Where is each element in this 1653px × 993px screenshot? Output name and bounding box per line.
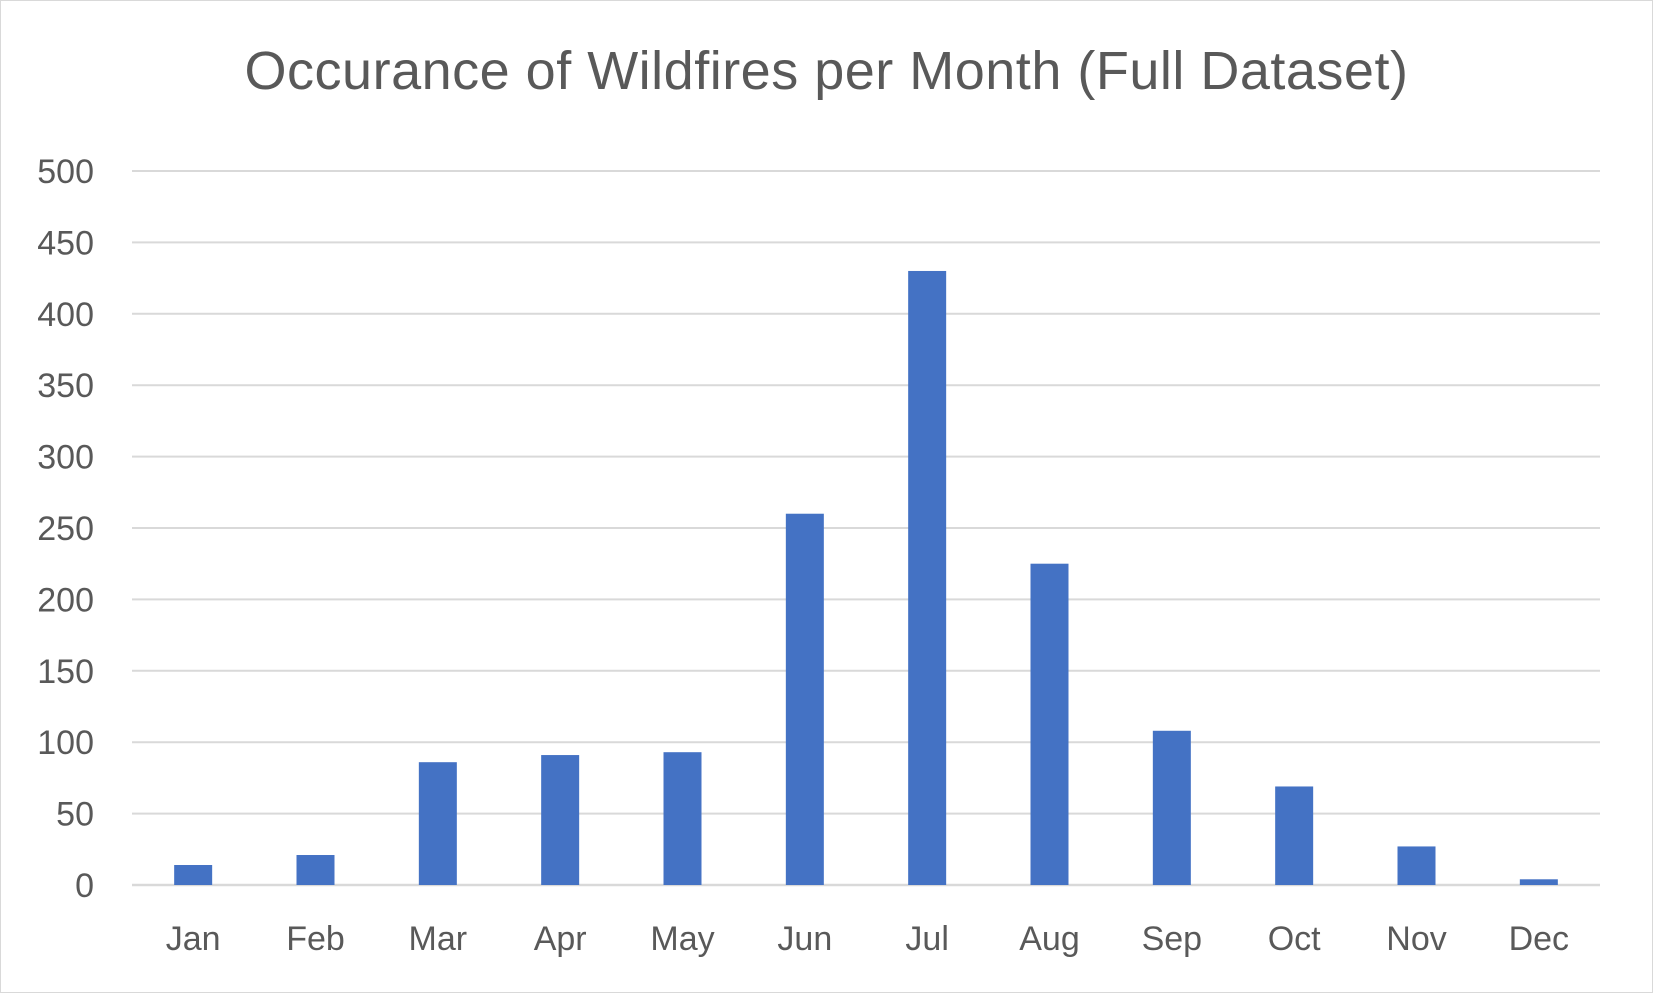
- y-tick-label: 350: [37, 367, 94, 405]
- y-tick-label: 50: [56, 796, 94, 834]
- x-tick-label: Jan: [166, 920, 221, 958]
- bar-apr: [541, 755, 580, 885]
- x-tick-label: Oct: [1268, 920, 1321, 958]
- x-tick-label: Feb: [286, 920, 345, 958]
- x-tick-label: Sep: [1142, 920, 1203, 958]
- y-tick-label: 100: [37, 724, 94, 762]
- x-tick-label: Jun: [777, 920, 832, 958]
- y-tick-label: 150: [37, 653, 94, 691]
- bar-jun: [785, 513, 824, 885]
- bar-nov: [1397, 846, 1436, 885]
- x-tick-label: Apr: [534, 920, 587, 958]
- bar-jan: [174, 865, 213, 885]
- y-tick-label: 300: [37, 439, 94, 477]
- x-tick-label: May: [650, 920, 714, 958]
- x-tick-label: Dec: [1509, 920, 1569, 958]
- y-tick-label: 250: [37, 510, 94, 548]
- bar-oct: [1275, 786, 1314, 885]
- bar-sep: [1152, 730, 1191, 885]
- bars: [174, 270, 1558, 886]
- y-tick-label: 450: [37, 224, 94, 262]
- y-tick-label: 200: [37, 581, 94, 619]
- bar-mar: [418, 762, 457, 885]
- bar-aug: [1030, 563, 1069, 885]
- x-tick-label: Mar: [409, 920, 468, 958]
- y-tick-label: 400: [37, 296, 94, 334]
- bar-jul: [908, 270, 947, 886]
- y-tick-label: 500: [37, 153, 94, 191]
- chart-title: Occurance of Wildfires per Month (Full D…: [244, 41, 1409, 101]
- x-tick-label: Aug: [1019, 920, 1080, 958]
- x-axis-ticks: Jan Feb Mar Apr May Jun Jul Aug Sep Oct Nov Dec: [166, 920, 1569, 958]
- x-tick-label: Jul: [905, 920, 948, 958]
- x-tick-label: Nov: [1386, 920, 1446, 958]
- bar-dec: [1519, 879, 1558, 885]
- gridlines: [132, 170, 1600, 887]
- bar-feb: [296, 855, 335, 885]
- bar-may: [663, 752, 702, 885]
- y-axis-ticks: 0 50 100 150 200 250 300 350 400 450 500: [37, 153, 94, 905]
- y-tick-label: 0: [75, 867, 94, 905]
